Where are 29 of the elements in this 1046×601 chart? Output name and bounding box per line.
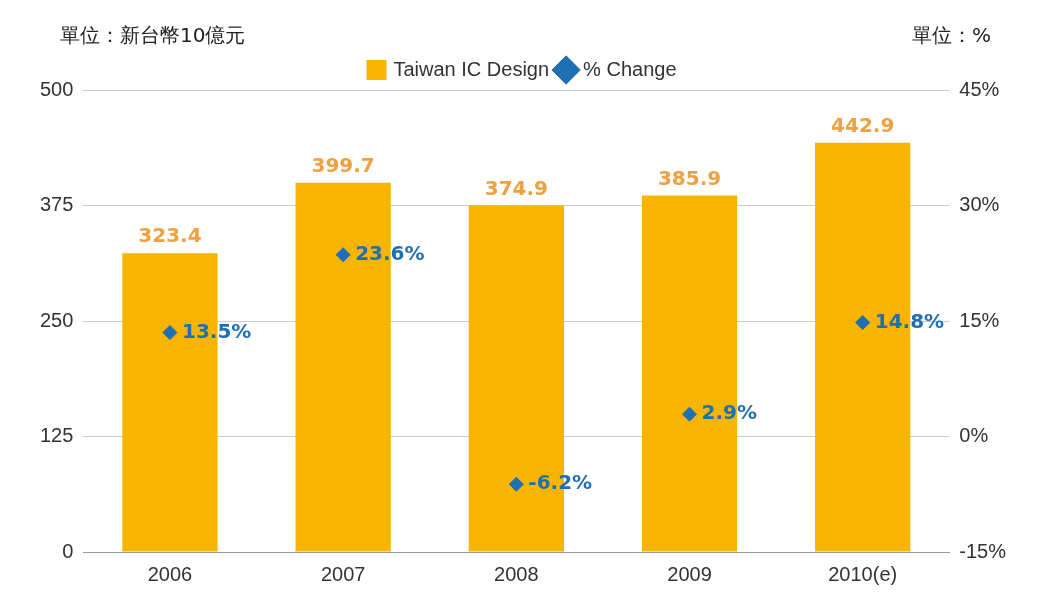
data-label: 442.9 [831,112,895,137]
y-axis-title: 單位：新台幣10億元 [60,22,246,49]
y2-axis-title: 單位：% [911,22,991,49]
y2-tick-label: 0% [959,424,989,447]
x-tick-label: 2008 [494,562,539,585]
point [508,476,524,492]
data-label: 323.4 [138,223,202,248]
y2-tick-label: 45% [959,77,1000,100]
x-tick-label: 2010(e) [828,562,898,585]
x-tick-label: 2009 [667,562,712,585]
data-label: 385.9 [657,165,722,190]
y-tick-label: 500 [39,77,74,100]
legend-label: % Change [583,57,677,80]
legend-label: Taiwan IC Design [393,57,550,80]
x-tick-label: 2006 [147,562,193,585]
point [335,247,351,263]
y-tick-label: 0 [62,539,74,562]
y2-tick-label: -15% [959,539,1007,562]
x-tick-label: 2007 [320,562,366,585]
y2-tick-label: 30% [959,193,1000,216]
data-label: 399.7 [311,152,375,177]
y-tick-label: 375 [39,193,74,216]
y2-tick-label: 15% [959,308,1000,331]
point [682,406,698,422]
data-label: 374.9 [484,175,548,200]
y-tick-label: 125 [39,424,74,447]
y-tick-label: 250 [39,308,74,331]
point [855,315,871,331]
point [162,325,178,341]
